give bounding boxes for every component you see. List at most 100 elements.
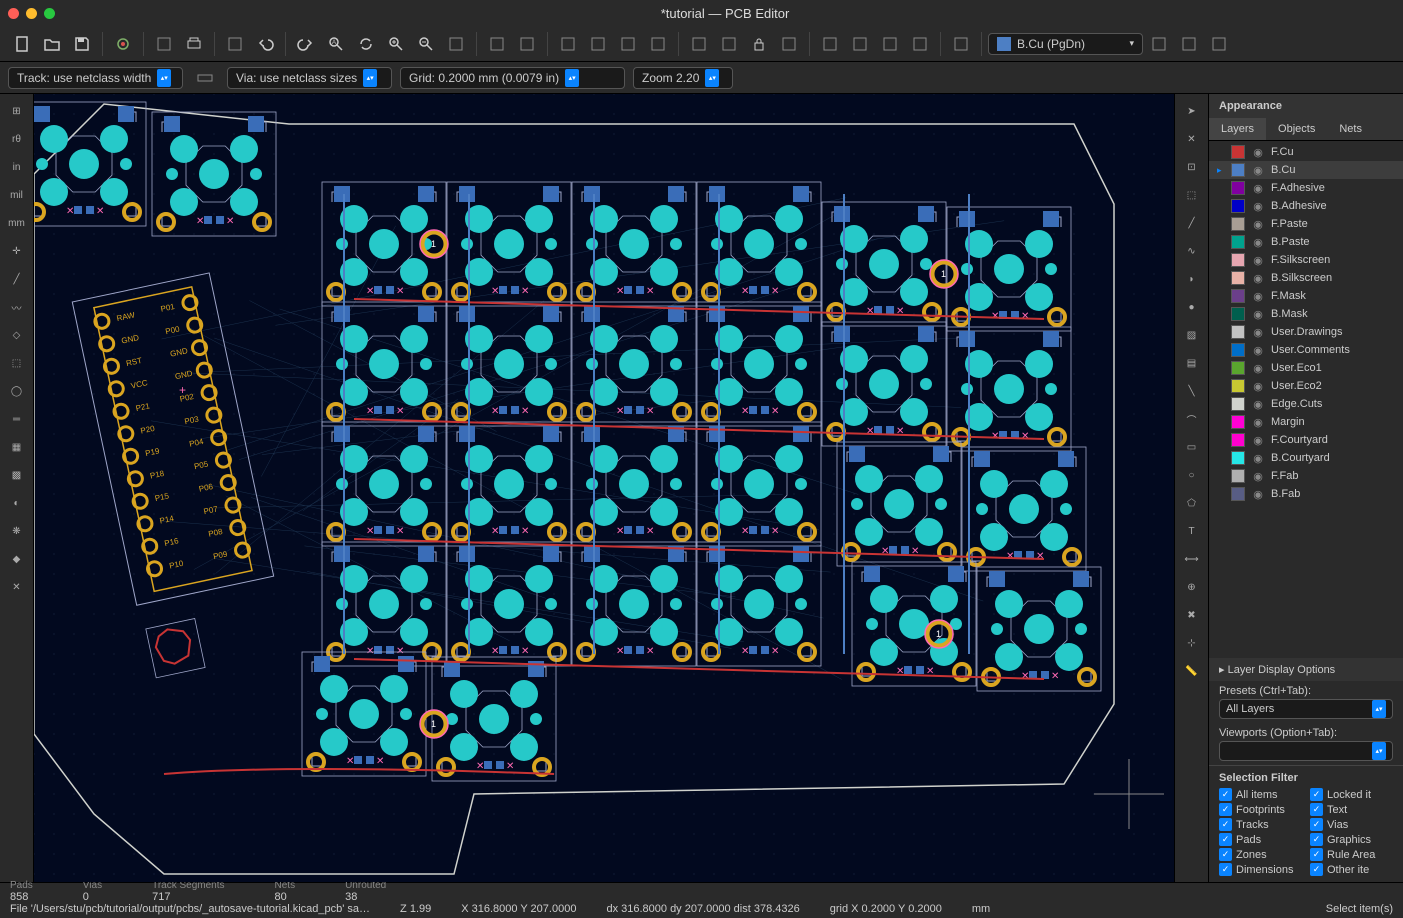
zoom-select[interactable]: Zoom 2.20 ▴▾ [633, 67, 733, 89]
tab-nets[interactable]: Nets [1327, 118, 1374, 140]
layer-display-options[interactable]: ▸ Layer Display Options [1209, 658, 1403, 681]
layer-row-edge-cuts[interactable]: ◉Edge.Cuts [1209, 395, 1403, 413]
layer-row-f-fab[interactable]: ◉F.Fab [1209, 467, 1403, 485]
local-ratsnest-button[interactable]: ⊡ [1178, 154, 1206, 180]
filter-pads[interactable]: ✓Pads [1219, 833, 1302, 846]
save-button[interactable] [68, 30, 96, 58]
layer-row-f-courtyard[interactable]: ◉F.Courtyard [1209, 431, 1403, 449]
tune-length-button[interactable]: ◗ [1178, 266, 1206, 292]
cursor-full-button[interactable]: ✛ [3, 238, 31, 264]
track-auto-icon[interactable] [191, 64, 219, 92]
draw-poly-button[interactable]: ⬠ [1178, 490, 1206, 516]
route-diff-button[interactable]: ∿ [1178, 238, 1206, 264]
filter-dimensions[interactable]: ✓Dimensions [1219, 863, 1302, 876]
ratsnest-button[interactable]: ╱ [3, 266, 31, 292]
prefs-button[interactable]: ✕ [3, 574, 31, 600]
viewports-select[interactable]: ▴▾ [1219, 741, 1393, 761]
polar-coord-button[interactable]: rθ [3, 126, 31, 152]
via-size-select[interactable]: Via: use netclass sizes ▴▾ [227, 67, 392, 89]
grid-select[interactable]: Grid: 0.2000 mm (0.0079 in) ▴▾ [400, 67, 625, 89]
filter-all-items[interactable]: ✓All items [1219, 788, 1302, 801]
settings-button[interactable] [109, 30, 137, 58]
units-mm-button[interactable]: mm [3, 210, 31, 236]
open-file-button[interactable] [38, 30, 66, 58]
group-button[interactable] [685, 30, 713, 58]
page-setup-button[interactable] [150, 30, 178, 58]
refresh-button[interactable] [352, 30, 380, 58]
ratsnest-curved-button[interactable]: 〰 [3, 294, 31, 320]
filter-vias[interactable]: ✓Vias [1310, 818, 1393, 831]
measure-button[interactable]: 📏 [1178, 658, 1206, 684]
grid-button[interactable] [947, 30, 975, 58]
place-rule-button[interactable]: ▤ [1178, 350, 1206, 376]
layer-row-margin[interactable]: ◉Margin [1209, 413, 1403, 431]
contrast-button[interactable]: ◐ [3, 490, 31, 516]
filter-text[interactable]: ✓Text [1310, 803, 1393, 816]
mirror-button[interactable] [644, 30, 672, 58]
net-color-button[interactable]: ❋ [3, 518, 31, 544]
track-outline-button[interactable]: ═ [3, 406, 31, 432]
active-layer-select[interactable]: B.Cu (PgDn)▾ [988, 33, 1143, 55]
zoom-out-button[interactable] [412, 30, 440, 58]
zone-outline-button[interactable]: ▦ [3, 434, 31, 460]
set-origin-button[interactable]: ⊹ [1178, 630, 1206, 656]
rotate-cw-button[interactable] [584, 30, 612, 58]
layer-row-b-adhesive[interactable]: ◉B.Adhesive [1209, 197, 1403, 215]
presets-select[interactable]: All Layers▴▾ [1219, 699, 1393, 719]
footprint-lib-button[interactable] [846, 30, 874, 58]
delete-button[interactable]: ✖ [1178, 602, 1206, 628]
place-footprint-button[interactable]: ⬚ [1178, 182, 1206, 208]
layer-row-b-silkscreen[interactable]: ◉B.Silkscreen [1209, 269, 1403, 287]
via-outline-button[interactable]: ◯ [3, 378, 31, 404]
console-button[interactable] [1205, 30, 1233, 58]
filter-locked-it[interactable]: ✓Locked it [1310, 788, 1393, 801]
undo-button[interactable] [251, 30, 279, 58]
grid-toggle-button[interactable]: ⊞ [3, 98, 31, 124]
layer-row-b-fab[interactable]: ◉B.Fab [1209, 485, 1403, 503]
scripting-button[interactable] [1175, 30, 1203, 58]
find-button[interactable]: A [322, 30, 350, 58]
filter-tracks[interactable]: ✓Tracks [1219, 818, 1302, 831]
filter-other-ite[interactable]: ✓Other ite [1310, 863, 1393, 876]
place-dim-button[interactable]: ⟷ [1178, 546, 1206, 572]
pcb-canvas[interactable]: ✕✕✕✕✕✕✕✕✕✕✕✕✕✕✕✕✕✕✕✕✕✕✕✕✕✕✕✕✕✕✕✕✕✕✕✕✕✕✕✕… [34, 94, 1174, 882]
hatch-button[interactable] [1145, 30, 1173, 58]
drc-button[interactable] [906, 30, 934, 58]
layer-row-b-mask[interactable]: ◉B.Mask [1209, 305, 1403, 323]
close-window[interactable] [8, 8, 19, 19]
layer-row-user-eco2[interactable]: ◉User.Eco2 [1209, 377, 1403, 395]
layer-row-f-cu[interactable]: ◉F.Cu [1209, 143, 1403, 161]
tab-layers[interactable]: Layers [1209, 118, 1266, 140]
place-zone-button[interactable]: ▨ [1178, 322, 1206, 348]
filter-rule-area[interactable]: ✓Rule Area [1310, 848, 1393, 861]
draw-line-button[interactable]: ╲ [1178, 378, 1206, 404]
layer-row-f-paste[interactable]: ◉F.Paste [1209, 215, 1403, 233]
net-inspector-button[interactable] [876, 30, 904, 58]
zoom-selection-button[interactable] [483, 30, 511, 58]
draw-arc-button[interactable]: ⌒ [1178, 406, 1206, 432]
layer-row-b-courtyard[interactable]: ◉B.Courtyard [1209, 449, 1403, 467]
place-text-button[interactable]: T [1178, 518, 1206, 544]
lock-button[interactable] [745, 30, 773, 58]
filter-zones[interactable]: ✓Zones [1219, 848, 1302, 861]
place-via-button[interactable]: ● [1178, 294, 1206, 320]
units-in-button[interactable]: in [3, 154, 31, 180]
units-mil-button[interactable]: mil [3, 182, 31, 208]
pad-outline-button[interactable]: ⬚ [3, 350, 31, 376]
track-width-select[interactable]: Track: use netclass width ▴▾ [8, 67, 183, 89]
outline-mode-button[interactable]: ◇ [3, 322, 31, 348]
route-track-button[interactable]: ╱ [1178, 210, 1206, 236]
ungroup-button[interactable] [715, 30, 743, 58]
zoom-tool-button[interactable] [513, 30, 541, 58]
new-file-button[interactable] [8, 30, 36, 58]
select-button[interactable]: ➤ [1178, 98, 1206, 124]
layer-row-user-drawings[interactable]: ◉User.Drawings [1209, 323, 1403, 341]
place-target-button[interactable]: ⊕ [1178, 574, 1206, 600]
plot-button[interactable] [221, 30, 249, 58]
highlight-net-button[interactable]: ✕ [1178, 126, 1206, 152]
layer-row-f-mask[interactable]: ◉F.Mask [1209, 287, 1403, 305]
layer-row-b-paste[interactable]: ◉B.Paste [1209, 233, 1403, 251]
zoom-fit-button[interactable] [442, 30, 470, 58]
unlock-button[interactable] [775, 30, 803, 58]
layer-row-b-cu[interactable]: ▸◉B.Cu [1209, 161, 1403, 179]
